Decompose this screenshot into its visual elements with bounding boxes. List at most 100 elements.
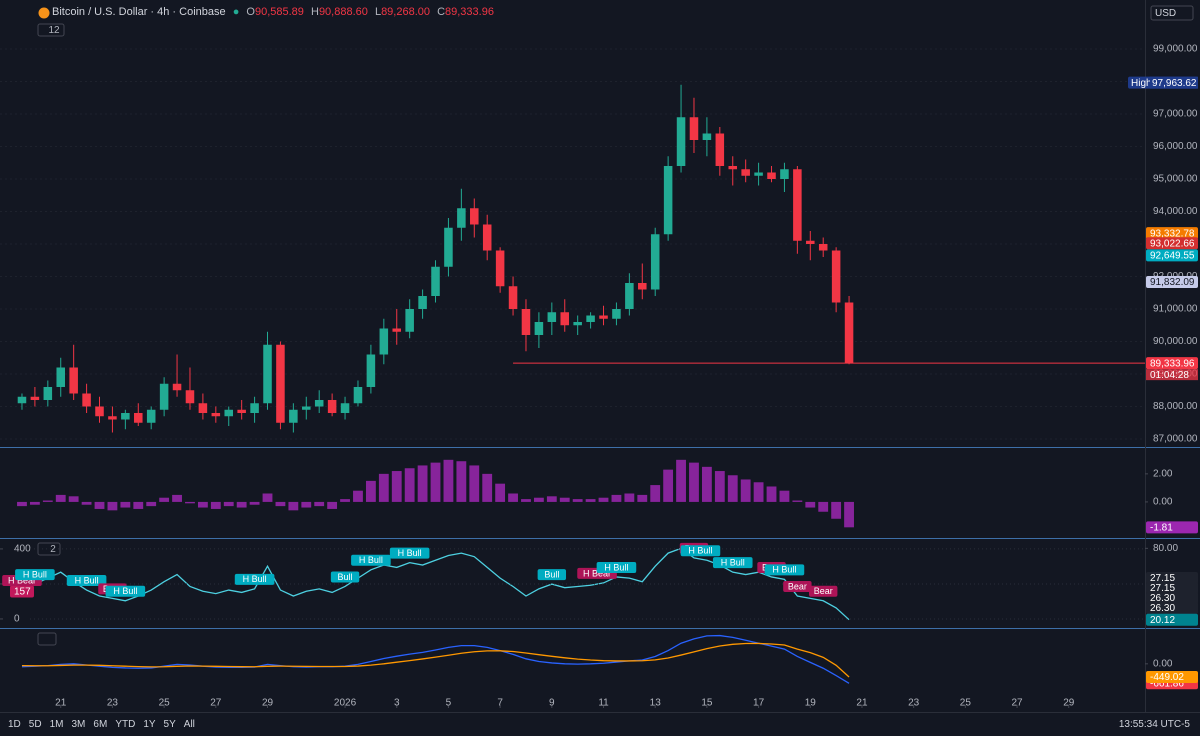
currency: USD	[1155, 8, 1176, 19]
signal-label: H Bull	[772, 565, 796, 575]
candle-body	[767, 172, 776, 179]
range-button[interactable]: YTD	[115, 719, 136, 730]
legend-header: Bitcoin / U.S. Dollar · 4h · Coinbase ● …	[38, 6, 498, 18]
range-button[interactable]: All	[183, 719, 195, 730]
signal-label: H Bull	[75, 575, 99, 585]
candle-body	[715, 133, 725, 166]
histogram-bar	[508, 493, 518, 502]
histogram-bar	[598, 497, 609, 502]
histogram-bar	[456, 461, 467, 502]
candle-body	[457, 208, 466, 228]
indicator-badge: 12	[48, 25, 60, 36]
c-label: C	[437, 6, 446, 18]
price-tag-label: 20.12	[1150, 615, 1175, 626]
candle-body	[250, 403, 259, 413]
price-tag	[1146, 613, 1198, 626]
candle-body	[663, 166, 673, 235]
histogram-bar	[818, 501, 829, 512]
histogram-bar	[546, 496, 557, 502]
y-tick-label: 94,000.00	[1153, 206, 1198, 217]
y2-tick-label: 0	[14, 614, 20, 625]
signal-label: H Bull	[359, 555, 383, 565]
histogram-bar	[314, 501, 325, 507]
histogram-bar	[42, 500, 53, 502]
x-tick-label: 2026	[334, 698, 357, 709]
histogram-bar	[327, 501, 338, 509]
x-tick-label: 19	[805, 698, 817, 709]
price-tag-label: -1.81	[1150, 522, 1173, 533]
candle-body	[366, 354, 376, 387]
histogram-bar	[443, 459, 454, 502]
candle-body	[612, 309, 621, 319]
candle-body	[495, 250, 505, 287]
y-tick-label: 87,000.00	[1153, 434, 1198, 445]
price-tag-label: 26.30	[1150, 603, 1175, 614]
candle-body	[43, 387, 53, 400]
signal-label: H Bull	[243, 574, 267, 584]
histogram-bar	[223, 501, 234, 507]
histogram-bar	[585, 499, 596, 502]
candle-body	[702, 133, 712, 140]
status-dot: ●	[232, 6, 240, 18]
candle-body	[211, 413, 221, 417]
price-tag	[1146, 275, 1198, 288]
histogram-bar	[482, 473, 493, 502]
background	[0, 0, 1200, 712]
candle-body	[289, 409, 298, 423]
candle-body	[560, 312, 570, 326]
histogram-bar	[714, 471, 725, 502]
range-buttons: 1D 5D 1M 3M 6M YTD 1Y 5Y All	[0, 719, 195, 730]
candle-body	[146, 409, 156, 423]
price-tag-label: 26.30	[1150, 593, 1175, 604]
range-button[interactable]: 6M	[93, 719, 108, 730]
y-tick-label: 0.00	[1153, 658, 1173, 669]
candle-body	[676, 117, 686, 166]
candle-body	[741, 169, 750, 176]
candle-body	[844, 302, 854, 364]
histogram-bar	[404, 468, 415, 502]
histogram-bar	[844, 501, 854, 528]
currency-box	[1150, 5, 1194, 21]
y-tick-label: 91,000.00	[1153, 304, 1198, 315]
signal-label: Bull	[338, 572, 353, 582]
range-button[interactable]: 1D	[8, 719, 21, 730]
x-tick-label: 3	[394, 698, 400, 709]
candle-body	[431, 266, 440, 296]
range-button[interactable]: 1M	[49, 719, 64, 730]
price-tag-label: 27.15	[1150, 573, 1175, 584]
h-value: 90,888.60	[318, 6, 368, 18]
y-tick-label: 80.00	[1153, 543, 1178, 554]
histogram-bar	[29, 501, 40, 505]
range-button[interactable]: 5D	[28, 719, 42, 730]
histogram-bar	[766, 486, 777, 502]
histogram-bar	[533, 497, 544, 502]
signal-label: Bear	[814, 586, 833, 596]
histogram-bar	[792, 500, 803, 502]
y2-tick-label: 400	[14, 544, 31, 555]
histogram-bar	[68, 496, 79, 502]
range-button[interactable]: 5Y	[163, 719, 176, 730]
candle-body	[444, 227, 453, 267]
histogram-bar	[120, 501, 131, 508]
candle-body	[379, 328, 389, 355]
range-button[interactable]: 3M	[71, 719, 86, 730]
x-tick-label: 27	[1011, 698, 1023, 709]
candle-body	[780, 169, 789, 179]
y-tick-label: 95,000.00	[1153, 174, 1198, 185]
candle-body	[340, 403, 350, 413]
candle-body	[470, 208, 479, 225]
histogram-bar	[340, 499, 350, 502]
histogram-bar	[378, 473, 389, 502]
histogram-bar	[94, 501, 105, 509]
y-tick-label: 97,000.00	[1153, 109, 1198, 120]
y-tick-label: 88,000.00	[1153, 401, 1198, 412]
histogram-bar	[689, 462, 699, 502]
x-tick-label: 25	[960, 698, 972, 709]
price-tag-label: 91,832.09	[1150, 277, 1195, 288]
histogram-bar	[391, 471, 402, 502]
histogram-bar	[197, 501, 208, 508]
candle-body	[392, 328, 402, 332]
signal-label: H Bull	[688, 546, 712, 556]
range-button[interactable]: 1Y	[143, 719, 156, 730]
signal-badge	[330, 571, 360, 583]
